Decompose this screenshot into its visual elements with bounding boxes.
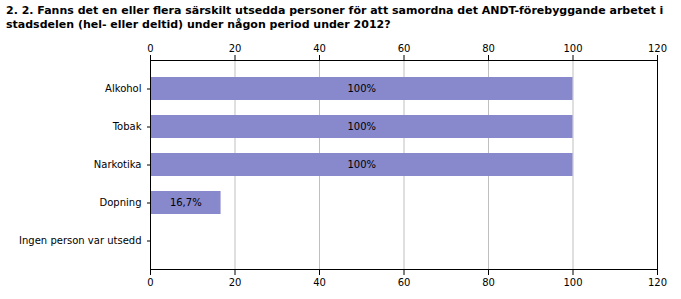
svg-text:Alkohol: Alkohol bbox=[105, 83, 141, 94]
svg-text:120: 120 bbox=[648, 43, 667, 54]
svg-text:Dopning: Dopning bbox=[100, 197, 142, 208]
svg-text:100%: 100% bbox=[347, 83, 376, 94]
html-text:2. 2. Fanns det en eller flera: 2. 2. Fanns det en eller flera särskilt … bbox=[6, 4, 664, 31]
svg-text:Ingen person var utsedd: Ingen person var utsedd bbox=[19, 235, 141, 246]
svg-text:40: 40 bbox=[313, 43, 326, 54]
svg-text:20: 20 bbox=[229, 43, 242, 54]
svg-text:80: 80 bbox=[482, 43, 495, 54]
svg-text:100%: 100% bbox=[347, 121, 376, 132]
svg-text:80: 80 bbox=[482, 277, 495, 288]
svg-text:100: 100 bbox=[563, 277, 582, 288]
svg-text:0: 0 bbox=[147, 43, 153, 54]
svg-text:Tobak: Tobak bbox=[112, 121, 142, 132]
svg-text:60: 60 bbox=[398, 277, 411, 288]
svg-text:60: 60 bbox=[398, 43, 411, 54]
svg-text:120: 120 bbox=[648, 277, 667, 288]
svg-text:100%: 100% bbox=[347, 159, 376, 170]
svg-text:Narkotika: Narkotika bbox=[94, 159, 142, 170]
svg-text:100: 100 bbox=[563, 43, 582, 54]
svg-text:16,7%: 16,7% bbox=[170, 197, 202, 208]
svg-text:20: 20 bbox=[229, 277, 242, 288]
svg-text:0: 0 bbox=[147, 277, 153, 288]
svg-text:40: 40 bbox=[313, 277, 326, 288]
